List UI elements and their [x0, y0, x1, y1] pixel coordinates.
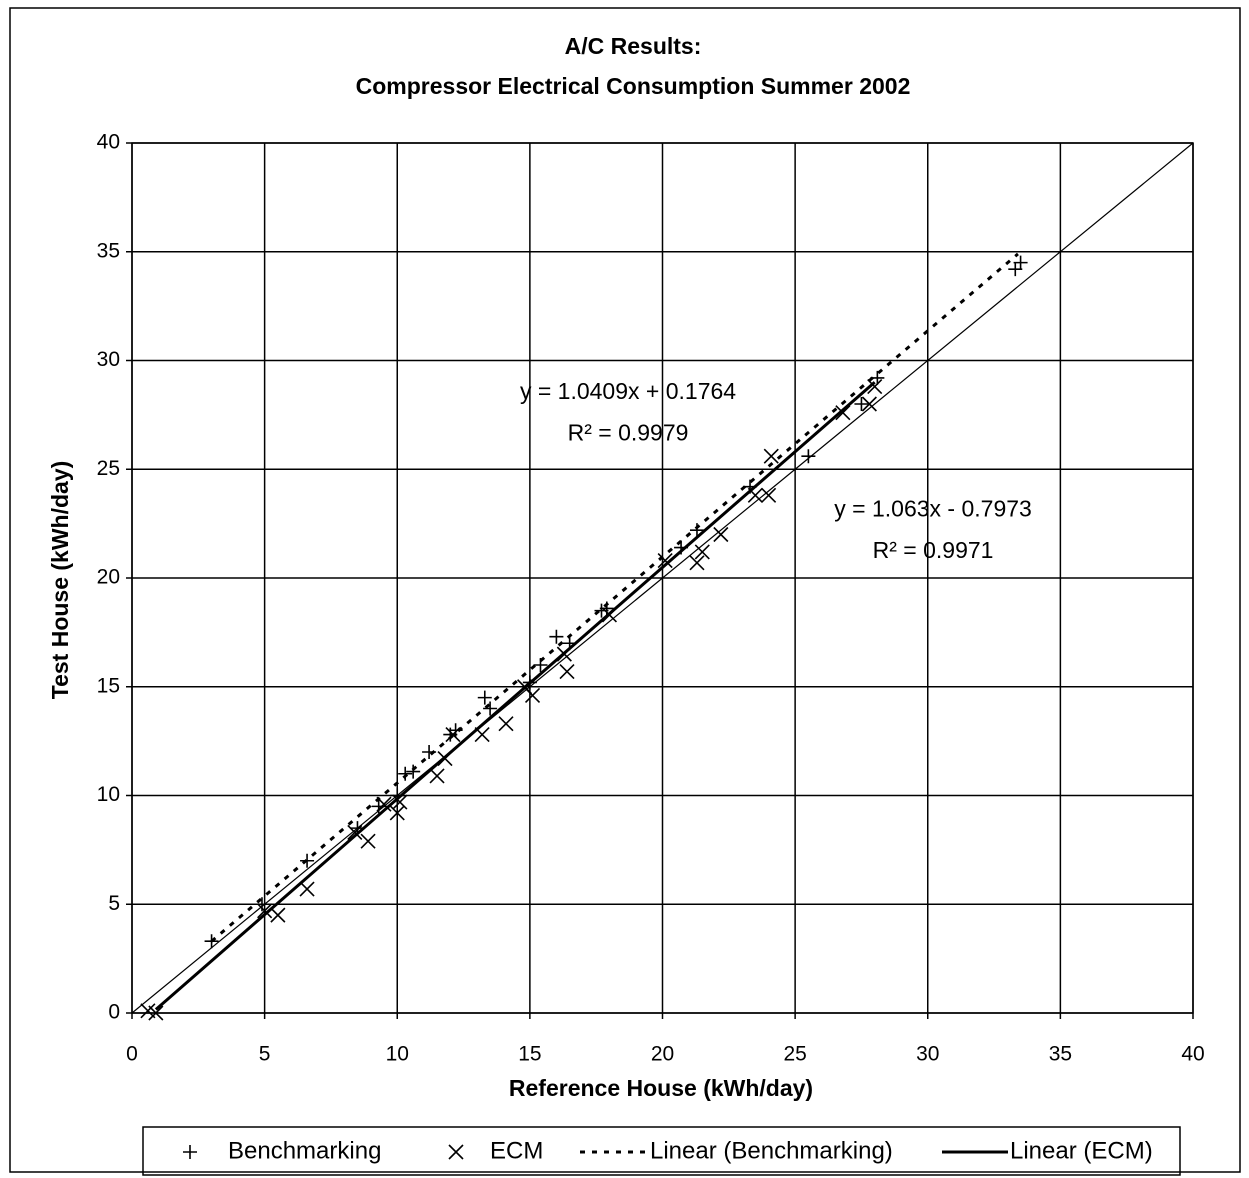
- data-point: [533, 658, 548, 672]
- y-tick-label: 5: [108, 892, 120, 915]
- data-point: [445, 727, 461, 743]
- x-tick-label: 10: [386, 1043, 409, 1066]
- data-point: [347, 824, 363, 841]
- data-point: [657, 553, 673, 569]
- chart-title: A/C Results:: [565, 33, 702, 59]
- chart-subtitle: Compressor Electrical Consumption Summer…: [356, 73, 911, 99]
- x-tick-label: 40: [1181, 1043, 1204, 1066]
- y-tick-label: 35: [97, 239, 120, 262]
- data-point: [429, 768, 445, 784]
- data-point: [556, 646, 572, 662]
- data-point: [801, 449, 816, 464]
- data-point: [300, 853, 315, 868]
- data-point: [835, 405, 851, 421]
- annotation: y = 1.0409x + 0.1764: [520, 378, 736, 404]
- trendline: [154, 381, 876, 1011]
- annotation: R² = 0.9979: [568, 420, 689, 446]
- annotation: y = 1.063x - 0.7973: [834, 496, 1032, 522]
- x-tick-label: 5: [259, 1043, 271, 1066]
- data-point: [392, 794, 408, 810]
- plot-frame: [131, 142, 1194, 1014]
- y-tick-label: 40: [97, 131, 120, 154]
- data-point: [477, 690, 492, 705]
- data-point: [398, 766, 413, 781]
- data-point: [559, 663, 575, 680]
- x-tick-label: 15: [518, 1043, 541, 1066]
- y-tick-label: 0: [108, 1001, 120, 1024]
- data-point: [601, 607, 618, 623]
- x-tick-label: 20: [651, 1043, 674, 1066]
- x-tick-label: 30: [916, 1043, 939, 1066]
- data-point: [524, 687, 541, 704]
- data-point: [437, 750, 453, 767]
- data-point: [498, 716, 514, 732]
- trendline: [210, 252, 1019, 943]
- data-point: [761, 487, 777, 503]
- data-point: [406, 764, 421, 779]
- data-point: [743, 479, 758, 494]
- legend-label: ECM: [490, 1137, 543, 1164]
- data-point: [747, 487, 763, 503]
- data-point: [474, 727, 490, 743]
- annotation: R² = 0.9971: [873, 537, 994, 563]
- data-point: [422, 745, 437, 759]
- y-tick-label: 10: [97, 783, 120, 806]
- y-tick-label: 25: [97, 457, 120, 480]
- data-point: [867, 379, 883, 395]
- data-point: [483, 701, 498, 716]
- data-point: [299, 881, 315, 897]
- data-point: [763, 448, 779, 464]
- chart-border: [9, 7, 1241, 1173]
- legend-label: Benchmarking: [228, 1137, 381, 1164]
- data-point: [376, 796, 392, 812]
- y-tick-label: 20: [97, 566, 120, 589]
- data-point: [689, 523, 704, 538]
- data-point: [204, 934, 219, 949]
- data-point: [870, 370, 885, 385]
- legend-label: Linear (ECM): [1010, 1137, 1153, 1164]
- legend-label: Linear (Benchmarking): [650, 1137, 893, 1164]
- data-point: [360, 833, 376, 849]
- data-point: [148, 1005, 164, 1021]
- y-axis-title: Test House (kWh/day): [47, 461, 73, 700]
- data-point: [350, 821, 365, 836]
- y-tick-label: 30: [97, 348, 120, 371]
- data-point: [854, 397, 869, 411]
- data-point: [1013, 255, 1028, 270]
- trendline: [131, 142, 1194, 1014]
- data-point: [713, 526, 729, 543]
- legend-marker: [183, 1145, 197, 1159]
- x-tick-label: 35: [1049, 1043, 1072, 1066]
- data-point: [371, 799, 386, 814]
- data-point: [257, 903, 273, 919]
- x-tick-label: 25: [783, 1043, 806, 1066]
- x-tick-label: 0: [126, 1043, 138, 1066]
- data-point: [861, 396, 877, 412]
- data-point: [270, 907, 286, 923]
- x-axis-title: Reference House (kWh/day): [509, 1075, 813, 1101]
- data-point: [549, 629, 564, 644]
- legend-box: [142, 1126, 1181, 1176]
- legend-marker: [448, 1144, 464, 1160]
- data-point: [694, 544, 710, 560]
- y-tick-label: 15: [97, 674, 120, 697]
- data-point: [689, 555, 705, 571]
- data-point: [674, 540, 689, 555]
- data-point: [448, 723, 463, 738]
